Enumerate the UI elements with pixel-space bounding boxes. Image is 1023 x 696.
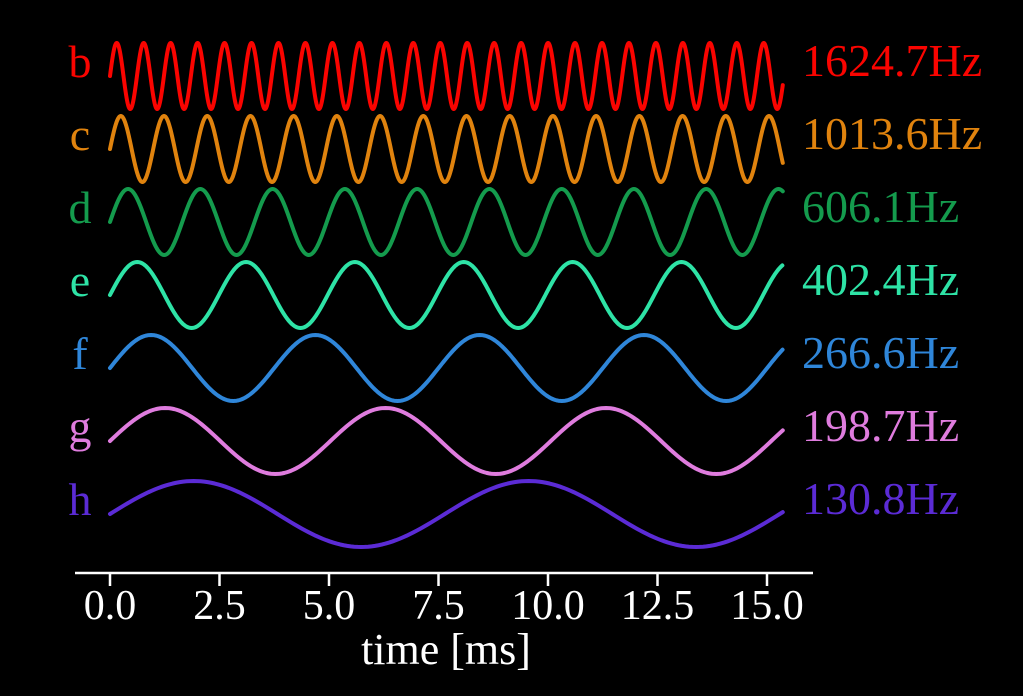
wave-line-d <box>108 187 785 257</box>
wave-line-h <box>108 479 785 549</box>
series-frequency-label-g: 198.7Hz <box>802 400 960 452</box>
wave-line-f <box>108 333 785 403</box>
series-letter-label-b: b <box>68 36 92 87</box>
series-letter-label-g: g <box>68 401 92 452</box>
wave-line-e <box>108 260 785 330</box>
series-frequency-label-b: 1624.7Hz <box>802 35 983 87</box>
x-tick-label-5: 12.5 <box>620 583 695 629</box>
series-frequency-label-e: 402.4Hz <box>802 254 960 306</box>
x-tick-label-0: 0.0 <box>83 583 137 629</box>
x-axis-label: time [ms] <box>361 625 531 674</box>
series-letter-label-d: d <box>68 182 92 233</box>
series-frequency-label-d: 606.1Hz <box>802 181 960 233</box>
x-tick-label-3: 7.5 <box>412 583 465 629</box>
x-tick-label-2: 5.0 <box>302 583 356 629</box>
series-letter-label-e: e <box>69 255 91 306</box>
series-letter-label-f: f <box>72 328 88 379</box>
series-frequency-label-h: 130.8Hz <box>802 473 960 525</box>
series-frequency-label-c: 1013.6Hz <box>802 108 983 160</box>
series-frequency-label-f: 266.6Hz <box>802 327 960 379</box>
series-letter-label-c: c <box>69 109 91 160</box>
x-tick-label-1: 2.5 <box>193 583 246 629</box>
series-letter-label-h: h <box>68 474 92 525</box>
wave-line-g <box>108 406 785 476</box>
x-tick-label-6: 15.0 <box>730 583 804 629</box>
wave-line-b <box>108 41 785 111</box>
x-tick-label-4: 10.0 <box>511 583 585 629</box>
wave-line-c <box>108 114 785 184</box>
